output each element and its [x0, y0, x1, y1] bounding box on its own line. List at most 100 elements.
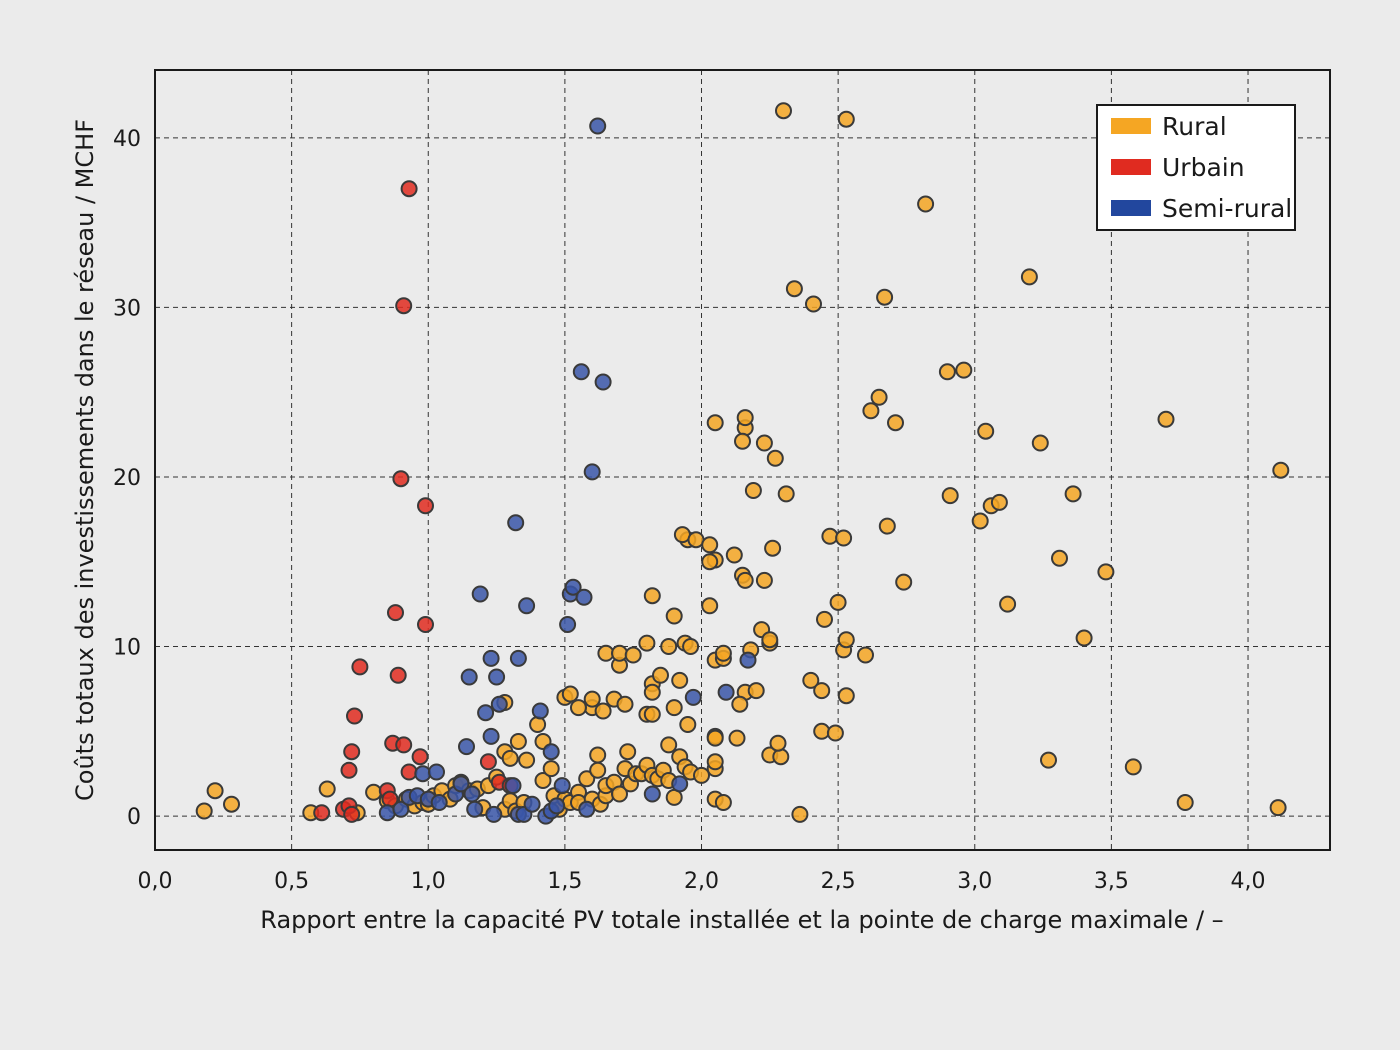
- legend-swatch-rural: [1111, 118, 1151, 134]
- point-rural: [578, 770, 596, 788]
- x-tick-label: 2,0: [684, 869, 719, 894]
- point-semi-rural: [643, 785, 661, 803]
- point-rural: [775, 102, 792, 120]
- point-semi-rural: [460, 668, 478, 686]
- point-semi-rural: [548, 797, 566, 815]
- point-rural: [589, 761, 607, 779]
- point-rural: [643, 587, 661, 605]
- point-rural: [728, 729, 746, 747]
- point-rural: [706, 729, 724, 747]
- point-rural: [1020, 268, 1038, 286]
- point-rural: [857, 646, 874, 664]
- point-rural: [862, 402, 880, 420]
- point-rural: [616, 695, 634, 713]
- point-rural: [594, 702, 612, 720]
- point-rural: [766, 449, 784, 467]
- point-semi-rural: [518, 597, 536, 615]
- point-rural: [714, 794, 732, 811]
- point-rural: [534, 772, 552, 789]
- point-semi-rural: [717, 683, 735, 701]
- point-urbain: [351, 658, 369, 676]
- point-urbain: [417, 616, 434, 633]
- point-rural: [971, 512, 989, 530]
- point-rural: [1075, 629, 1093, 647]
- point-rural: [701, 597, 719, 615]
- point-rural: [701, 536, 719, 554]
- point-semi-rural: [542, 743, 560, 761]
- point-semi-rural: [471, 585, 489, 603]
- point-rural: [999, 595, 1017, 613]
- legend-label-semi-rural: Semi-rural: [1162, 194, 1292, 223]
- point-rural: [509, 733, 527, 750]
- point-semi-rural: [463, 785, 481, 803]
- point-rural: [682, 638, 700, 655]
- x-tick-label: 0,5: [274, 869, 309, 894]
- point-urbain: [417, 497, 434, 515]
- point-rural: [652, 666, 669, 684]
- point-rural: [706, 414, 724, 432]
- x-tick-label: 2,5: [821, 869, 856, 894]
- point-rural: [665, 607, 683, 625]
- point-rural: [772, 748, 790, 766]
- point-rural: [643, 683, 661, 701]
- point-rural: [816, 610, 833, 628]
- point-rural: [764, 539, 782, 557]
- point-rural: [1031, 434, 1049, 452]
- point-rural: [829, 593, 847, 611]
- point-urbain: [313, 804, 331, 822]
- legend-swatch-urbain: [1111, 159, 1151, 175]
- point-rural: [837, 687, 855, 705]
- data-points: [195, 102, 1290, 825]
- point-semi-rural: [531, 702, 549, 720]
- point-urbain: [346, 707, 363, 725]
- y-tick-label: 20: [113, 466, 141, 491]
- point-rural: [736, 409, 754, 427]
- point-semi-rural: [507, 514, 525, 532]
- point-rural: [785, 280, 803, 298]
- point-rural: [195, 802, 213, 820]
- point-rural: [706, 753, 724, 771]
- point-semi-rural: [575, 588, 593, 606]
- point-semi-rural: [430, 794, 448, 811]
- point-semi-rural: [739, 651, 757, 669]
- point-urbain: [387, 604, 404, 622]
- point-rural: [769, 734, 787, 752]
- point-semi-rural: [452, 775, 470, 793]
- point-semi-rural: [458, 738, 475, 756]
- point-rural: [1124, 758, 1142, 776]
- point-semi-rural: [414, 765, 432, 783]
- point-rural: [665, 699, 683, 717]
- point-semi-rural: [509, 649, 527, 667]
- grid-lines: [155, 70, 1330, 850]
- point-rural: [755, 571, 773, 589]
- point-rural: [870, 388, 888, 406]
- point-semi-rural: [583, 463, 601, 481]
- point-rural: [747, 682, 765, 700]
- point-semi-rural: [589, 117, 607, 135]
- point-semi-rural: [490, 695, 508, 713]
- point-rural: [318, 780, 336, 798]
- point-semi-rural: [477, 704, 495, 722]
- point-rural: [761, 631, 779, 649]
- point-urbain: [411, 748, 429, 766]
- point-rural: [1097, 563, 1115, 581]
- point-rural: [791, 805, 809, 823]
- point-rural: [837, 110, 855, 128]
- point-rural: [990, 493, 1008, 511]
- x-axis-ticks: 0,0 0,5 1,0 1,5 2,0 2,5 3,0 3,5 4,0: [138, 869, 1266, 894]
- point-rural: [619, 743, 637, 761]
- point-rural: [638, 634, 656, 652]
- point-urbain: [343, 743, 361, 761]
- point-rural: [365, 783, 383, 801]
- x-tick-label: 1,5: [547, 869, 582, 894]
- x-tick-label: 3,5: [1094, 869, 1129, 894]
- point-rural: [802, 671, 820, 689]
- point-rural: [223, 795, 240, 813]
- point-rural: [878, 517, 896, 535]
- point-semi-rural: [488, 668, 506, 686]
- point-semi-rural: [504, 777, 522, 795]
- point-urbain: [400, 763, 418, 781]
- point-rural: [570, 699, 587, 717]
- point-semi-rural: [671, 775, 689, 793]
- point-rural: [529, 716, 547, 733]
